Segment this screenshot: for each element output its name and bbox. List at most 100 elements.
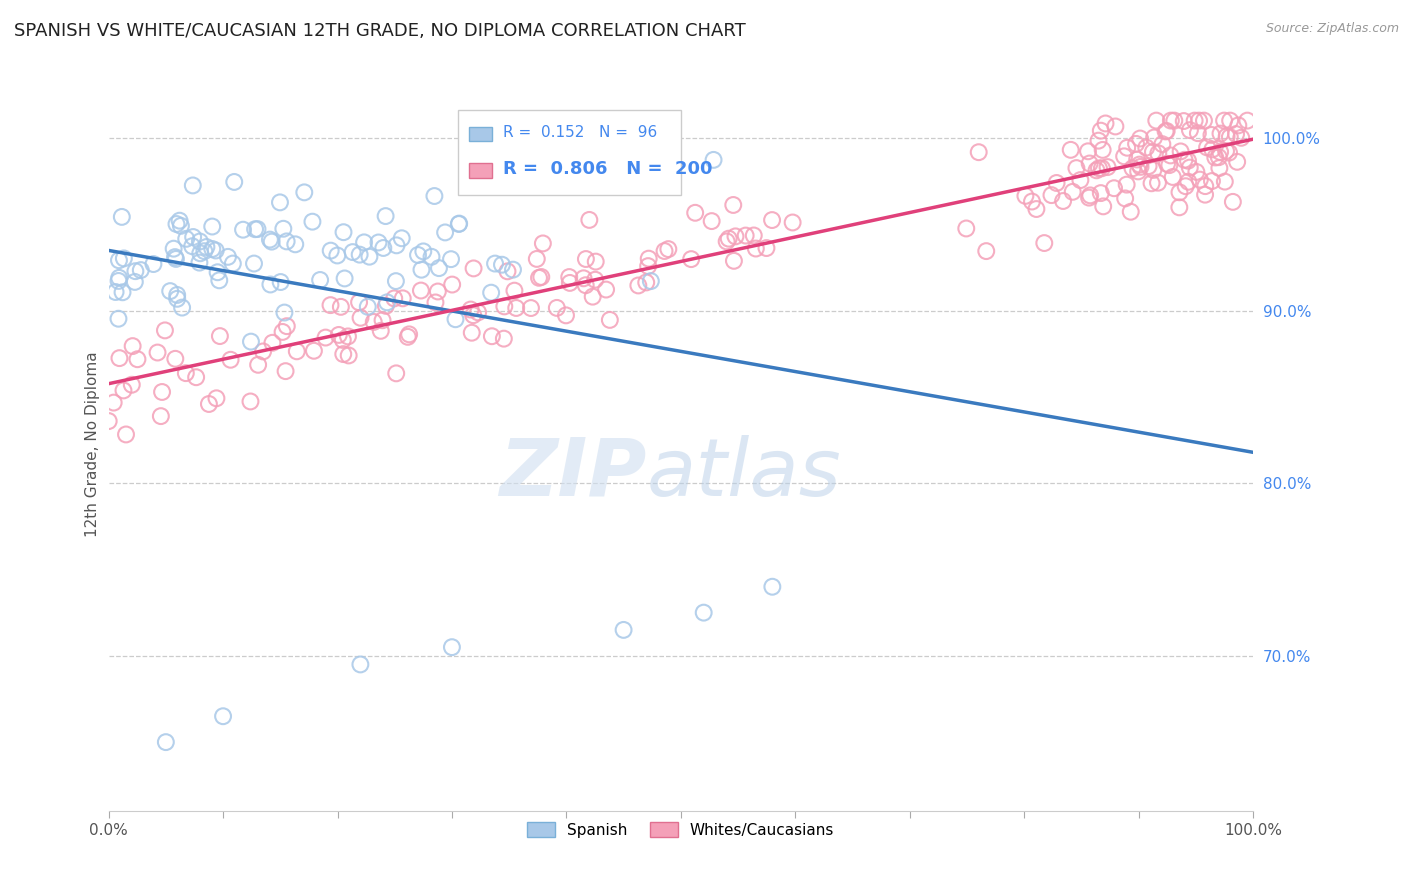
Point — [1187, 126, 1209, 140]
Point — [1201, 128, 1223, 142]
Point — [520, 301, 543, 315]
Point — [1135, 140, 1157, 154]
Point — [1188, 172, 1211, 186]
Point — [329, 300, 352, 314]
Point — [276, 235, 298, 249]
Point — [411, 262, 433, 277]
Point — [273, 305, 295, 319]
Point — [252, 344, 274, 359]
Point — [224, 175, 246, 189]
Point — [1088, 161, 1111, 176]
Point — [112, 252, 135, 266]
Point — [188, 235, 211, 249]
Point — [440, 640, 463, 655]
Point — [449, 217, 471, 231]
Point — [319, 244, 342, 258]
Point — [222, 256, 245, 270]
Point — [370, 324, 392, 338]
Point — [207, 265, 229, 279]
Point — [700, 214, 723, 228]
Point — [1144, 113, 1167, 128]
Point — [170, 219, 193, 233]
Point — [1201, 143, 1223, 157]
Text: atlas: atlas — [647, 434, 841, 513]
Point — [724, 229, 747, 244]
Point — [1161, 169, 1184, 184]
Point — [301, 215, 323, 229]
Point — [423, 189, 446, 203]
Point — [274, 364, 297, 378]
Point — [1142, 145, 1164, 159]
Point — [349, 657, 371, 672]
Point — [974, 244, 997, 259]
Point — [398, 327, 420, 342]
Point — [188, 246, 211, 260]
Point — [181, 230, 204, 244]
Point — [716, 235, 738, 249]
Point — [174, 366, 197, 380]
Point — [1085, 163, 1108, 178]
Point — [461, 326, 484, 340]
Point — [1204, 151, 1226, 165]
Point — [1201, 174, 1223, 188]
Point — [1094, 116, 1116, 130]
Point — [505, 301, 527, 315]
Point — [463, 261, 485, 276]
Point — [243, 256, 266, 270]
Point — [1170, 145, 1192, 159]
Point — [1168, 200, 1191, 214]
Point — [193, 244, 215, 259]
Point — [337, 329, 360, 343]
Point — [761, 580, 783, 594]
Point — [1236, 113, 1258, 128]
Point — [259, 277, 281, 292]
Point — [599, 313, 621, 327]
Point — [1104, 120, 1126, 134]
Point — [1040, 188, 1063, 202]
Point — [530, 270, 553, 285]
Point — [349, 247, 371, 261]
Point — [385, 367, 408, 381]
Point — [174, 232, 197, 246]
Point — [425, 295, 447, 310]
Point — [163, 250, 186, 264]
Point — [1213, 175, 1236, 189]
Point — [444, 312, 467, 326]
Point — [1097, 160, 1119, 174]
Point — [121, 339, 143, 353]
Point — [1087, 134, 1109, 148]
Point — [1033, 235, 1056, 250]
Point — [1125, 136, 1147, 151]
Point — [575, 278, 598, 293]
Point — [955, 221, 977, 235]
Legend: Spanish, Whites/Caucasians: Spanish, Whites/Caucasians — [522, 815, 841, 844]
Point — [1090, 124, 1112, 138]
Point — [1129, 160, 1152, 174]
Point — [166, 217, 188, 231]
Point — [441, 277, 464, 292]
Point — [546, 301, 568, 315]
Point — [332, 333, 354, 347]
Point — [463, 308, 485, 322]
Point — [637, 259, 659, 273]
Point — [374, 209, 396, 223]
Point — [1142, 163, 1164, 178]
Point — [1114, 191, 1136, 205]
Point — [159, 284, 181, 298]
Point — [1078, 188, 1101, 202]
Point — [1078, 156, 1101, 170]
Point — [1163, 113, 1185, 128]
Point — [166, 288, 188, 302]
Point — [396, 330, 419, 344]
Point — [149, 409, 172, 424]
Point — [349, 310, 371, 325]
Point — [309, 273, 332, 287]
Point — [1174, 179, 1197, 194]
Point — [382, 292, 405, 306]
Point — [585, 254, 607, 268]
Point — [572, 271, 595, 285]
Point — [406, 248, 429, 262]
Point — [315, 330, 337, 344]
Point — [115, 427, 138, 442]
Point — [502, 262, 524, 277]
